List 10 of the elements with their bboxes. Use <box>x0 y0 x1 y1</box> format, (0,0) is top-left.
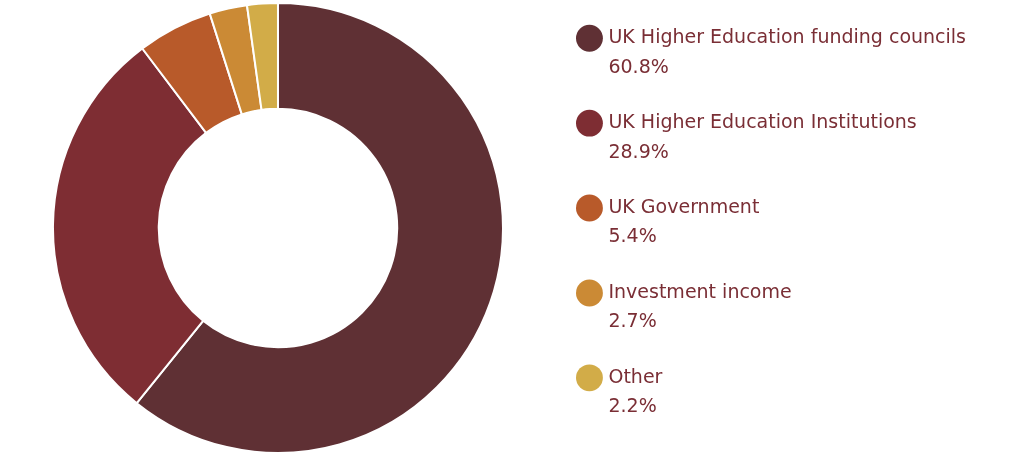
legend-label: Investment income <box>608 279 792 302</box>
legend-label: UK Government <box>608 194 760 217</box>
legend-label: UK Higher Education Institutions <box>608 110 917 133</box>
data-label: 60.8% <box>608 54 669 77</box>
data-label: 5.4% <box>608 224 657 247</box>
data-label: 2.2% <box>608 394 657 417</box>
data-label: 2.7% <box>608 309 657 332</box>
legend-label: UK Higher Education funding councils <box>608 25 966 48</box>
data-label: 28.9% <box>608 139 669 162</box>
legend-label: Other <box>608 364 663 387</box>
